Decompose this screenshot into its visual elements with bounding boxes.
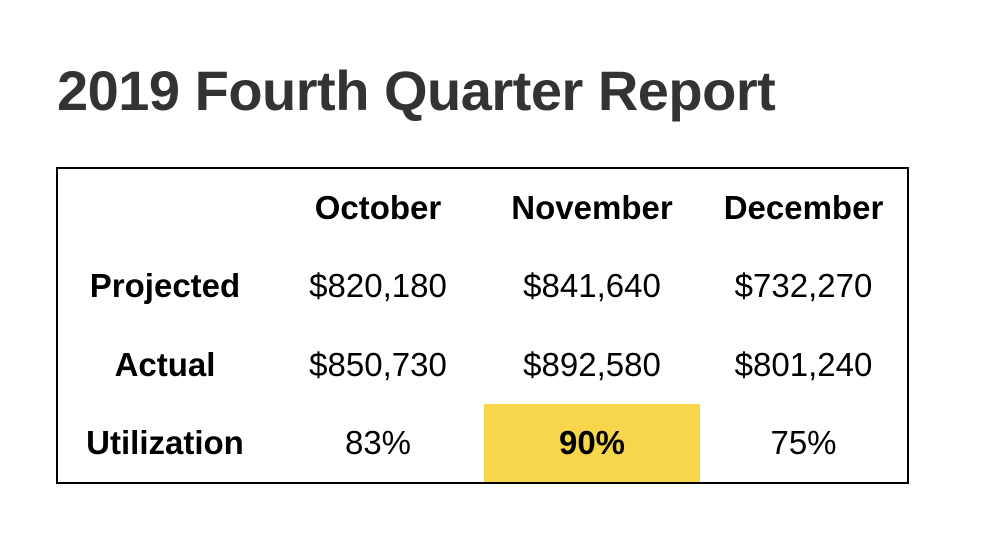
column-header-december: December <box>723 189 884 227</box>
page-title: 2019 Fourth Quarter Report <box>57 59 776 122</box>
cell-utilization-december: 75% <box>770 423 837 461</box>
cell-projected-november: $841,640 <box>523 267 661 305</box>
cell-actual-october: $850,730 <box>309 345 447 383</box>
row-label-projected: Projected <box>89 267 241 305</box>
cell-actual-december: $801,240 <box>734 345 873 383</box>
column-header-november: November <box>511 189 673 227</box>
row-label-utilization: Utilization <box>86 423 244 461</box>
quarter-report-table: October November December Projected $820… <box>56 167 909 484</box>
row-label-actual: Actual <box>114 345 216 383</box>
column-header-october: October <box>314 189 442 227</box>
table-corner-cell <box>58 169 272 247</box>
cell-actual-november: $892,580 <box>523 345 661 383</box>
cell-utilization-october: 83% <box>344 423 412 461</box>
highlighted-cell-utilization-november: 90% <box>484 403 700 482</box>
cell-projected-december: $732,270 <box>734 267 873 305</box>
cell-projected-october: $820,180 <box>309 267 447 305</box>
